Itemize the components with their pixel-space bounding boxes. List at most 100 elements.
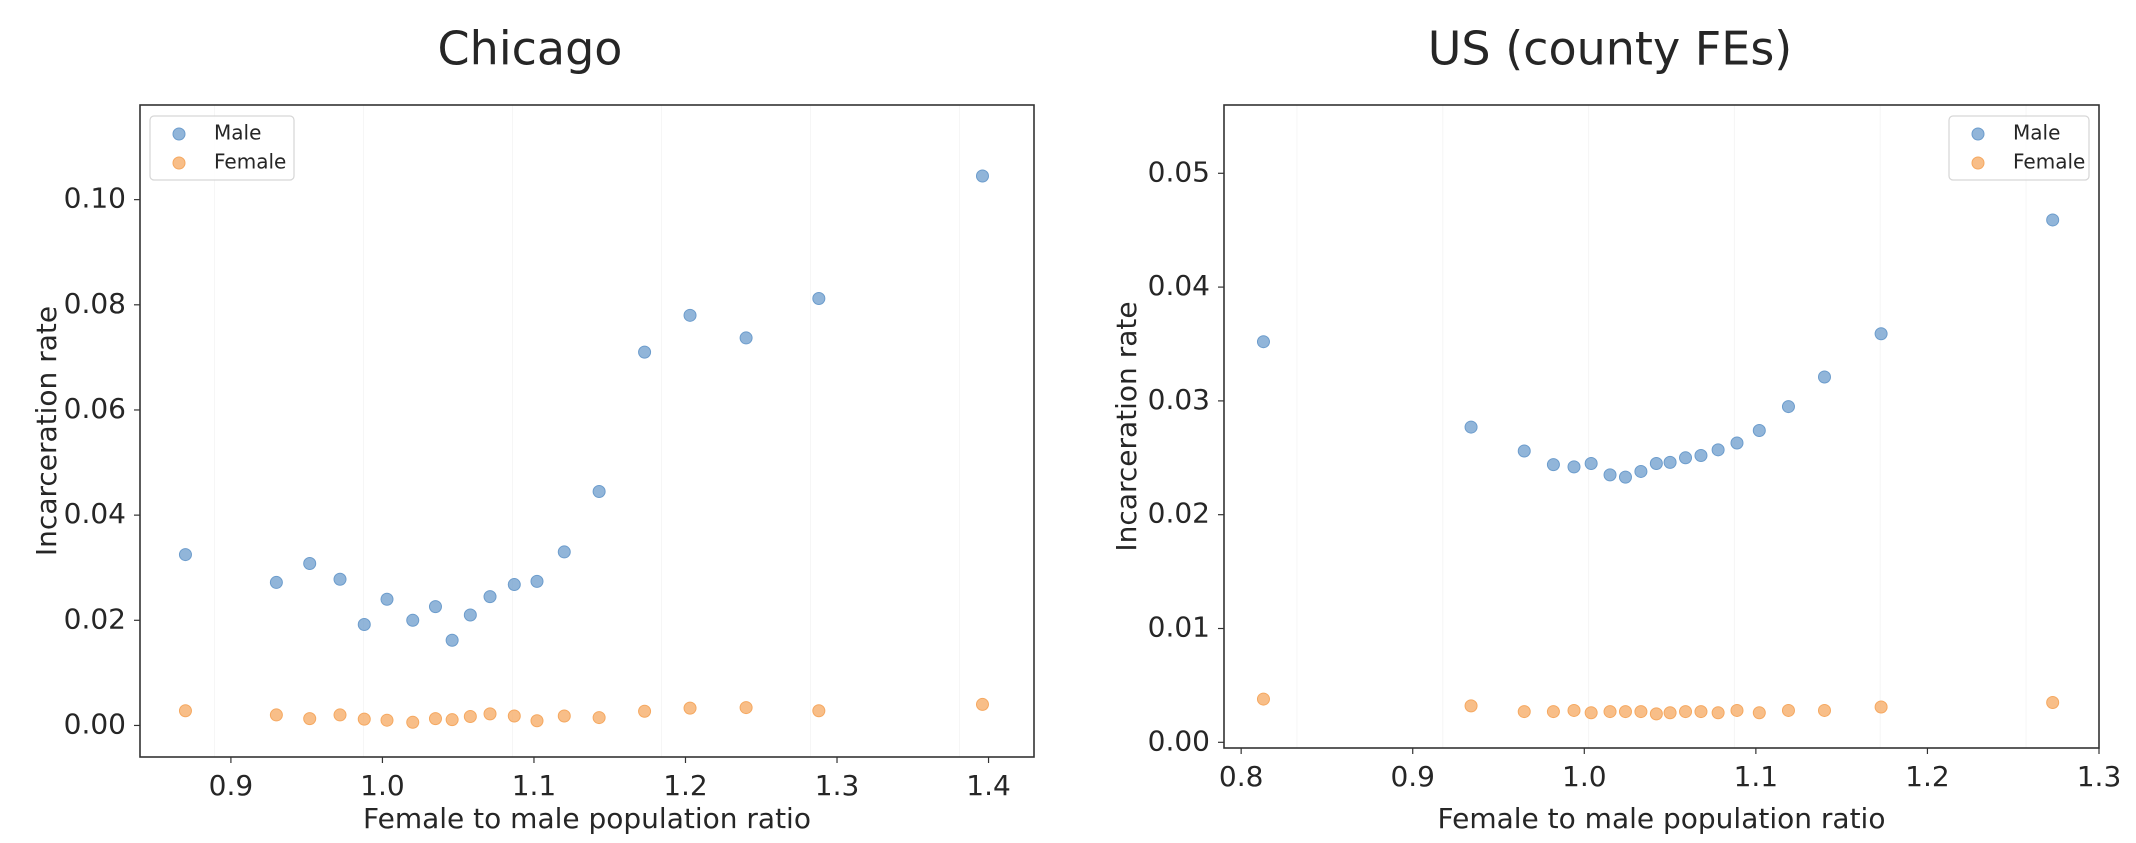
male-data-point xyxy=(445,633,459,647)
plot-frame xyxy=(1223,104,2100,749)
chicago-chart-panel: Chicago 0.9 1.0 1.1 1.2 1.3 1.4 0.00 0.02 0.04 0.0… xyxy=(0,0,1068,838)
female-data-point xyxy=(380,713,394,727)
x-tick-label: 1.0 xyxy=(360,769,405,802)
y-axis-label: Incarceration rate xyxy=(30,306,63,556)
female-data-point xyxy=(303,712,317,726)
female-data-point xyxy=(638,704,652,718)
x-tick-label: 1.2 xyxy=(663,769,708,802)
female-data-point xyxy=(1730,703,1744,717)
female-data-point xyxy=(1517,705,1531,719)
y-tick-label: 0.08 xyxy=(64,287,126,320)
male-data-point xyxy=(1584,456,1598,470)
y-tick-label: 0.04 xyxy=(1148,269,1210,302)
female-data-point xyxy=(530,714,544,728)
female-data-point xyxy=(2046,695,2060,709)
male-data-point xyxy=(303,557,317,571)
female-data-point xyxy=(333,708,347,722)
legend-label-female: Female xyxy=(214,150,286,174)
x-tick-label: 1.4 xyxy=(966,769,1011,802)
x-tick-label: 0.9 xyxy=(1390,760,1435,793)
male-data-point xyxy=(269,575,283,589)
y-tick-label: 0.00 xyxy=(64,707,126,740)
legend-label-male: Male xyxy=(2013,121,2060,145)
female-data-point xyxy=(178,704,192,718)
y-tick-label: 0.06 xyxy=(64,392,126,425)
x-axis-label: Female to male population ratio xyxy=(1438,802,1886,835)
male-data-point xyxy=(1679,451,1693,465)
male-data-point xyxy=(638,345,652,359)
male-data-point xyxy=(557,545,571,559)
female-data-point xyxy=(1752,706,1766,720)
female-data-point xyxy=(1546,705,1560,719)
chart-title: US (county FEs) xyxy=(1428,22,1793,76)
female-data-point xyxy=(1874,700,1888,714)
x-tick-label: 0.9 xyxy=(209,769,254,802)
x-tick-label: 1.3 xyxy=(2077,760,2122,793)
us-county-chart-panel: US (county FEs) 0.8 0.9 1.0 1.1 1.2 1.3 0.00 0.0… xyxy=(1068,0,2136,838)
female-data-point xyxy=(445,713,459,727)
male-data-point xyxy=(1817,370,1831,384)
male-data-point xyxy=(428,600,442,614)
male-data-point xyxy=(530,574,544,588)
male-data-point xyxy=(1256,335,1270,349)
legend-marker-male xyxy=(1971,127,1985,141)
male-data-point xyxy=(1464,420,1478,434)
male-data-point xyxy=(463,608,477,622)
female-data-point xyxy=(1711,706,1725,720)
us-county-scatter-chart: US (county FEs) 0.8 0.9 1.0 1.1 1.2 1.3 0.00 0.0… xyxy=(1110,22,2122,836)
female-data-point xyxy=(812,704,826,718)
male-data-point xyxy=(1730,436,1744,450)
male-data-point xyxy=(1874,327,1888,341)
male-data-point xyxy=(333,572,347,586)
male-data-point xyxy=(975,169,989,183)
female-data-point xyxy=(463,710,477,724)
female-data-point xyxy=(1817,703,1831,717)
female-data-point xyxy=(357,712,371,726)
legend-box xyxy=(149,115,295,181)
female-data-point xyxy=(683,701,697,715)
female-data-point xyxy=(1584,706,1598,720)
female-data-point xyxy=(1256,692,1270,706)
legend-label-male: Male xyxy=(214,121,261,145)
y-axis-label: Incarceration rate xyxy=(1110,301,1143,551)
male-data-point xyxy=(739,331,753,345)
female-data-point xyxy=(1679,705,1693,719)
female-data-point xyxy=(406,715,420,729)
male-data-point xyxy=(1752,423,1766,437)
chart-title: Chicago xyxy=(438,22,623,76)
legend-marker-female xyxy=(172,156,186,170)
male-data-point xyxy=(592,484,606,498)
male-data-point xyxy=(1663,455,1677,469)
male-data-point xyxy=(1649,456,1663,470)
x-axis-label: Female to male population ratio xyxy=(363,802,811,835)
male-data-point xyxy=(178,548,192,562)
legend-label-female: Female xyxy=(2013,150,2085,174)
male-data-point xyxy=(1546,458,1560,472)
y-tick-label: 0.05 xyxy=(1148,155,1210,188)
female-data-point xyxy=(1649,707,1663,721)
y-tick-label: 0.04 xyxy=(64,497,126,530)
female-data-point xyxy=(269,708,283,722)
x-tick-label: 1.3 xyxy=(815,769,860,802)
y-tick-label: 0.02 xyxy=(64,602,126,635)
y-tick-label: 0.01 xyxy=(1148,611,1210,644)
male-data-point xyxy=(380,592,394,606)
male-data-point xyxy=(1567,460,1581,474)
legend-marker-male xyxy=(172,127,186,141)
female-data-point xyxy=(1634,705,1648,719)
female-data-point xyxy=(1694,705,1708,719)
female-data-point xyxy=(1603,705,1617,719)
male-data-point xyxy=(1781,400,1795,414)
female-data-point xyxy=(1781,703,1795,717)
female-data-point xyxy=(975,697,989,711)
x-tick-label: 1.2 xyxy=(1905,760,1950,793)
male-data-point xyxy=(1694,449,1708,463)
male-data-point xyxy=(406,613,420,627)
male-data-point xyxy=(683,308,697,322)
plot-frame xyxy=(139,104,1035,758)
female-data-point xyxy=(1464,699,1478,713)
legend-marker-female xyxy=(1971,156,1985,170)
female-data-point xyxy=(1618,705,1632,719)
female-data-point xyxy=(557,709,571,723)
male-data-point xyxy=(2046,213,2060,227)
